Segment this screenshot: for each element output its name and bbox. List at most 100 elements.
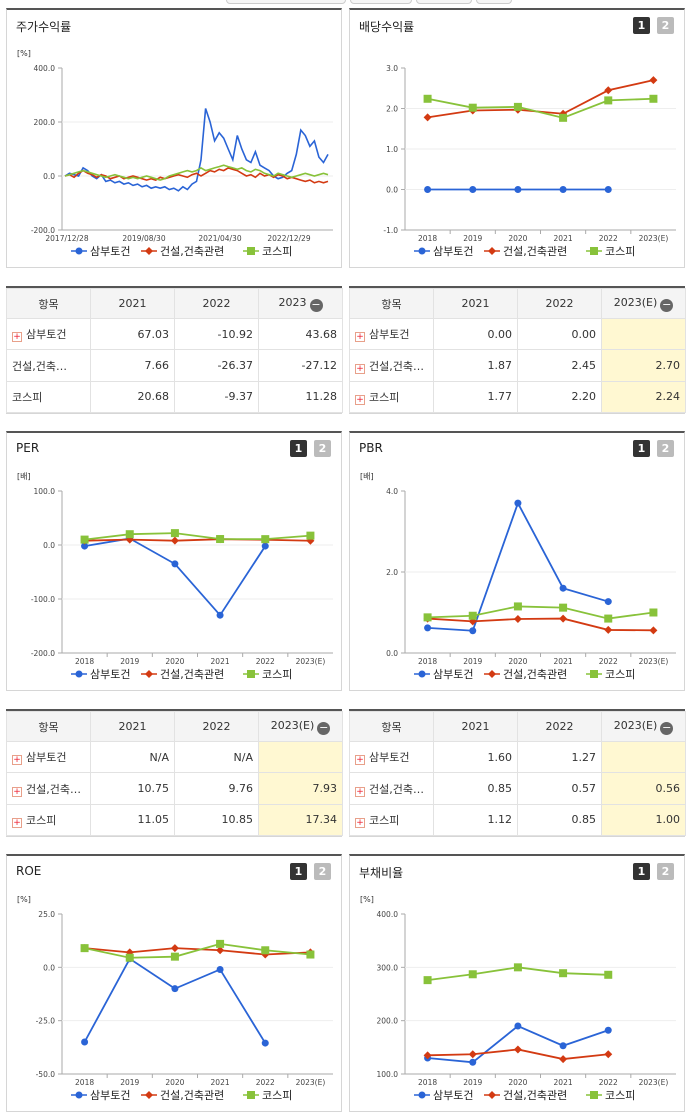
- expand-icon[interactable]: +: [12, 786, 22, 797]
- toggle-2-button[interactable]: 2: [314, 440, 331, 457]
- expand-icon[interactable]: +: [12, 332, 22, 343]
- y-tick-label: 300.0: [377, 963, 399, 972]
- x-tick-label: 2019/08/30: [122, 234, 165, 243]
- table-row: + 삼부토건 67.03 -10.92 43.68: [6, 318, 343, 351]
- data-point: [261, 542, 269, 550]
- row-name: + 코스피: [349, 380, 434, 414]
- legend-label: 코스피: [262, 1089, 292, 1102]
- column-header: 2022: [517, 287, 602, 320]
- data-point: [469, 627, 477, 635]
- data-point: [513, 1045, 522, 1054]
- toggle-1-button[interactable]: 1: [290, 440, 307, 457]
- y-tick-label: 0.0: [386, 649, 398, 658]
- row-name: + 건설,건축…: [349, 349, 434, 382]
- column-header: 2021: [433, 710, 518, 743]
- collapse-icon[interactable]: −: [309, 297, 323, 312]
- column-header[interactable]: 2023(E) −: [601, 287, 686, 320]
- y-tick-label: 0.0: [43, 541, 55, 550]
- x-tick-label: 2019: [463, 657, 482, 666]
- toggle-2-button[interactable]: 2: [657, 440, 674, 457]
- series-line: [84, 532, 311, 541]
- row-name: 코스피: [6, 380, 91, 414]
- legend-label: 코스피: [605, 1089, 635, 1102]
- x-tick-label: 2021: [211, 1078, 230, 1087]
- column-header: 항목: [6, 710, 91, 743]
- column-header: 2021: [90, 287, 175, 320]
- data-point: [604, 598, 612, 606]
- table-cell: [258, 741, 343, 774]
- series-line: [84, 947, 311, 956]
- toggle-1-button[interactable]: 1: [633, 440, 650, 457]
- y-tick-label: 0.0: [43, 963, 55, 972]
- legend-marker: [75, 247, 83, 255]
- x-tick-label: 2023(E): [296, 1078, 326, 1087]
- row-name: + 삼부토건: [349, 318, 434, 351]
- collapse-icon[interactable]: −: [317, 720, 331, 735]
- data-point: [604, 970, 613, 979]
- top-tab-button[interactable]: [226, 0, 346, 4]
- legend-marker: [75, 1091, 83, 1099]
- data-point: [261, 950, 270, 959]
- column-header[interactable]: 2023(E) −: [601, 710, 686, 743]
- row-name: + 코스피: [349, 803, 434, 837]
- data-point: [216, 946, 225, 955]
- legend-marker: [75, 670, 83, 678]
- y-tick-label: -1.0: [383, 226, 398, 235]
- expand-icon[interactable]: +: [355, 786, 365, 797]
- expand-icon[interactable]: +: [355, 394, 365, 405]
- table-row: 코스피 20.68 -9.37 11.28: [6, 380, 343, 414]
- column-header: 2022: [174, 287, 259, 320]
- data-point: [469, 186, 477, 193]
- data-point: [559, 584, 567, 592]
- pbr-table: 항목 2021 2022 2023(E) − + 삼부토건 1.60 1.27 + 건설,건축… 0.…: [349, 709, 686, 837]
- table-cell: -26.37: [174, 349, 259, 382]
- expand-icon[interactable]: +: [355, 332, 365, 343]
- table-cell: 1.77: [433, 380, 518, 414]
- table-cell: 11.05: [90, 803, 175, 837]
- column-header[interactable]: 2023−: [258, 287, 343, 320]
- data-point: [469, 1058, 477, 1066]
- data-point: [559, 113, 568, 122]
- series-line: [83, 957, 267, 1044]
- data-point: [170, 536, 179, 545]
- top-tab-button[interactable]: [350, 0, 412, 4]
- toggle-2-button[interactable]: 2: [657, 863, 674, 880]
- x-tick-label: 2018: [75, 1078, 94, 1087]
- legend-label: 삼부토건: [90, 245, 130, 258]
- table-row: + 코스피 11.05 10.85 17.34: [6, 803, 343, 837]
- expand-icon[interactable]: +: [12, 755, 22, 766]
- toggle-1-button[interactable]: 1: [290, 863, 307, 880]
- data-point: [261, 1039, 269, 1047]
- column-header: 2022: [174, 710, 259, 743]
- per-chart: [배]100.0 0.0 -100.0 -200.0 2018 2019 2020 2021 2…: [17, 472, 333, 681]
- expand-icon[interactable]: +: [12, 817, 22, 828]
- x-tick-label: 2019: [120, 1078, 139, 1087]
- data-point: [125, 530, 134, 539]
- expand-icon[interactable]: +: [355, 363, 365, 374]
- row-name: + 건설,건축…: [6, 772, 91, 805]
- column-header[interactable]: 2023(E) −: [258, 710, 343, 743]
- legend-label: 삼부토건: [433, 245, 473, 258]
- top-tab-button[interactable]: [416, 0, 472, 4]
- y-tick-label: 1.0: [386, 145, 398, 154]
- legend-marker: [488, 247, 496, 255]
- series-line: [427, 97, 654, 119]
- y-tick-label: 200.0: [377, 1017, 399, 1026]
- y-tick-label: -200.0: [31, 226, 55, 235]
- toggle-2-button[interactable]: 2: [657, 17, 674, 34]
- toggle-2-button[interactable]: 2: [314, 863, 331, 880]
- expand-icon[interactable]: +: [355, 755, 365, 766]
- x-tick-label: 2021/04/30: [198, 234, 241, 243]
- legend-marker: [488, 670, 496, 678]
- x-tick-label: 2019: [463, 1078, 482, 1087]
- series-line: [64, 164, 329, 181]
- collapse-icon[interactable]: −: [660, 297, 674, 312]
- top-tab-button[interactable]: [476, 0, 512, 4]
- collapse-icon[interactable]: −: [660, 720, 674, 735]
- panel-title: PER: [16, 441, 40, 455]
- row-name: + 삼부토건: [6, 318, 91, 351]
- table-cell: 0.85: [433, 772, 518, 805]
- toggle-1-button[interactable]: 1: [633, 863, 650, 880]
- expand-icon[interactable]: +: [355, 817, 365, 828]
- toggle-1-button[interactable]: 1: [633, 17, 650, 34]
